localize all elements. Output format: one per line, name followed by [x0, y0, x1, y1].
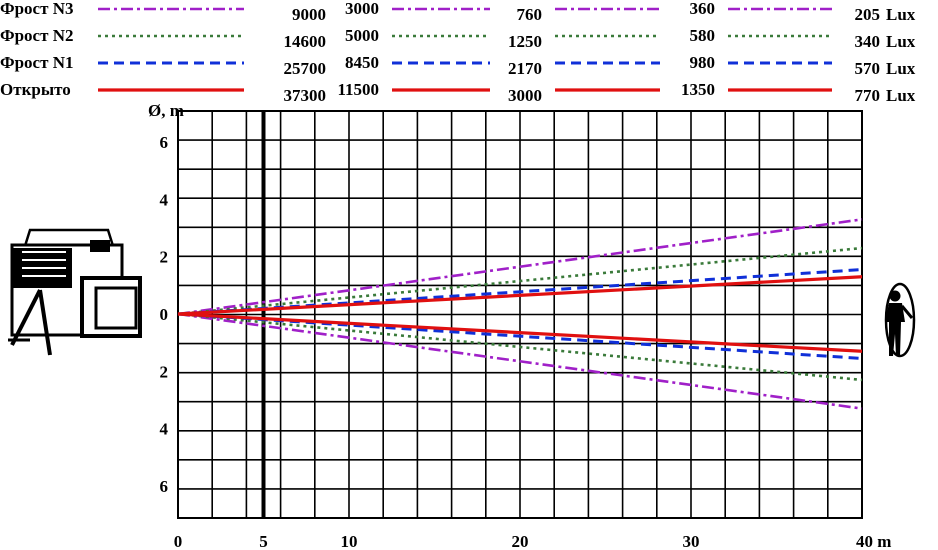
- legend-lux-value: 8450: [345, 53, 379, 72]
- legend-lux-value: 25700: [284, 59, 327, 78]
- standing-person-icon: [884, 282, 916, 358]
- x-tick-label: 30: [683, 532, 700, 550]
- x-tick-label: 10: [341, 532, 358, 550]
- legend-lux-value: 5000: [345, 26, 379, 45]
- legend-lux-unit: Lux: [886, 86, 916, 105]
- legend-lux-value: 9000: [292, 5, 326, 24]
- legend-lux-value: 580: [690, 26, 716, 45]
- legend-lux-value: 3000: [345, 0, 379, 18]
- x-tick-label: 20: [512, 532, 529, 550]
- legend-lux-value: 770: [855, 86, 881, 105]
- legend-series-name: Фрост N1: [0, 53, 73, 72]
- legend-lux-value: 2170: [508, 59, 542, 78]
- legend: Фрост N3 9000 3000 760 360 205 Lux Фрост N2 1460…: [0, 0, 916, 105]
- beam-edge-upper-Открыто: [177, 275, 863, 316]
- y-tick-label: 2: [160, 248, 169, 267]
- beam-edge-lower-Открыто: [177, 312, 863, 353]
- legend-series-name: Фрост N2: [0, 26, 73, 45]
- x-tick-label: 0: [174, 532, 183, 550]
- legend-lux-value: 3000: [508, 86, 542, 105]
- beam-edge-upper-Фрост N3: [177, 218, 863, 316]
- legend-lux-value: 205: [855, 5, 881, 24]
- x-tick-label: 5: [259, 532, 268, 550]
- y-axis-label: Ø, m: [148, 101, 184, 120]
- legend-lux-value: 980: [690, 53, 716, 72]
- legend-series-name: Открыто: [0, 80, 71, 99]
- y-tick-label: 6: [160, 477, 169, 496]
- y-tick-label: 4: [160, 420, 169, 439]
- legend-lux-unit: Lux: [886, 32, 916, 51]
- chart-grid: [177, 110, 863, 519]
- legend-lux-value: 1250: [508, 32, 542, 51]
- y-tick-label: 6: [160, 133, 169, 152]
- beam-curves: [177, 218, 863, 410]
- y-tick-label: 0: [160, 305, 169, 324]
- legend-lux-value: 360: [690, 0, 716, 18]
- legend-lux-value: 1350: [681, 80, 715, 99]
- legend-lux-value: 14600: [284, 32, 327, 51]
- legend-lux-value: 570: [855, 59, 881, 78]
- y-tick-label: 4: [160, 190, 169, 209]
- legend-lux-value: 340: [855, 32, 881, 51]
- y-tick-label: 2: [160, 362, 169, 381]
- legend-lux-unit: Lux: [886, 5, 916, 24]
- x-tick-label: 40 m: [856, 532, 891, 550]
- legend-lux-value: 37300: [284, 86, 327, 105]
- spotlight-projector-icon: [8, 228, 142, 356]
- beam-edge-lower-Фрост N3: [177, 312, 863, 410]
- legend-lux-value: 760: [517, 5, 543, 24]
- legend-lux-unit: Lux: [886, 59, 916, 78]
- legend-series-name: Фрост N3: [0, 0, 73, 18]
- beam-edge-upper-Фрост N2: [177, 246, 863, 316]
- beam-edge-lower-Фрост N2: [177, 312, 863, 382]
- legend-lux-value: 11500: [337, 80, 379, 99]
